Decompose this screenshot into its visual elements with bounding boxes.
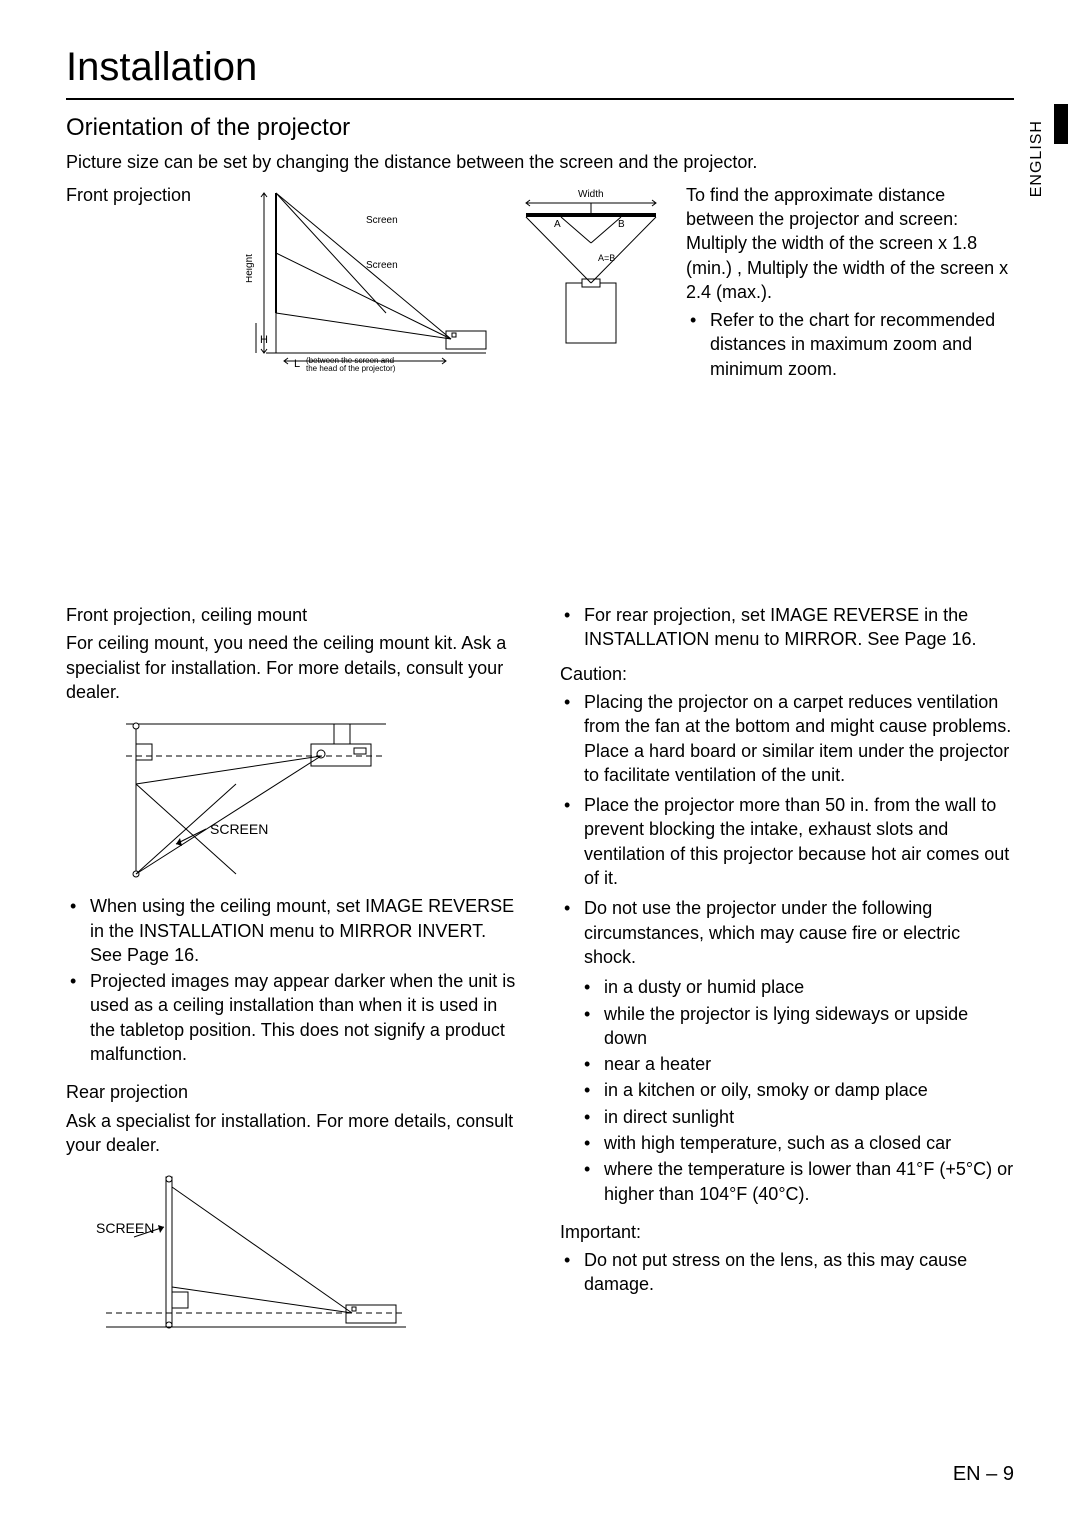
rear-screen-label: SCREEN <box>96 1220 154 1236</box>
sub-bullet-7: where the temperature is lower than 41°F… <box>580 1157 1014 1206</box>
ceiling-bullet-1: When using the ceiling mount, set IMAGE … <box>66 894 520 967</box>
caution-bullet-2: Place the projector more than 50 in. fro… <box>560 793 1014 890</box>
language-tab: ENGLISH <box>1026 120 1048 197</box>
caution-bullet-1: Placing the projector on a carpet reduce… <box>560 690 1014 787</box>
rear-reverse-bullet: For rear projection, set IMAGE REVERSE i… <box>560 603 1014 652</box>
b-label: B <box>618 219 625 230</box>
ceiling-bullet-2: Projected images may appear darker when … <box>66 969 520 1066</box>
rear-projection-title: Rear projection <box>66 1080 520 1104</box>
front-projection-label: Front projection <box>66 183 226 207</box>
ceiling-mount-title: Front projection, ceiling mount <box>66 603 520 627</box>
front-projection-diagram: Height Screen Screen H L (between the sc… <box>246 183 666 373</box>
distance-paragraph: To find the approximate distance between… <box>686 183 1014 304</box>
sub-bullet-6: with high temperature, such as a closed … <box>580 1131 1014 1155</box>
h-label: H <box>260 334 268 346</box>
ab-eq: A=B <box>598 253 615 263</box>
left-column: Front projection, ceiling mount For ceil… <box>66 603 520 1337</box>
section-title: Orientation of the projector <box>66 112 1014 144</box>
caution-bullet-3: Do not use the projector under the follo… <box>560 896 1014 969</box>
page-number: EN – 9 <box>953 1461 1014 1488</box>
screen-label-1: Screen <box>366 215 398 226</box>
height-label: Height <box>246 254 255 283</box>
ceiling-screen-label: SCREEN <box>210 821 268 837</box>
width-label: Width <box>578 189 604 200</box>
sub-bullet-1: in a dusty or humid place <box>580 975 1014 999</box>
sub-bullet-2: while the projector is lying sideways or… <box>580 1002 1014 1051</box>
sub-bullet-3: near a heater <box>580 1052 1014 1076</box>
page-title: Installation <box>66 40 1014 100</box>
distance-bullet: Refer to the chart for recommended dista… <box>686 308 1014 381</box>
important-label: Important: <box>560 1220 1014 1244</box>
rear-diagram: SCREEN <box>96 1167 416 1337</box>
sub-bullet-4: in a kitchen or oily, smoky or damp plac… <box>580 1078 1014 1102</box>
right-column: For rear projection, set IMAGE REVERSE i… <box>560 603 1014 1337</box>
ceiling-diagram: SCREEN <box>116 714 396 884</box>
distance-text: To find the approximate distance between… <box>686 183 1014 383</box>
a-label: A <box>554 219 561 230</box>
sub-bullet-5: in direct sunlight <box>580 1105 1014 1129</box>
rear-projection-text: Ask a specialist for installation. For m… <box>66 1109 520 1158</box>
caution-label: Caution: <box>560 662 1014 686</box>
l-caption-2: the head of the projector) <box>306 364 396 373</box>
intro-text: Picture size can be set by changing the … <box>66 150 1014 174</box>
language-bar <box>1054 104 1068 144</box>
l-label: L <box>294 358 300 370</box>
ceiling-mount-text: For ceiling mount, you need the ceiling … <box>66 631 520 704</box>
important-bullet: Do not put stress on the lens, as this m… <box>560 1248 1014 1297</box>
screen-label-2: Screen <box>366 260 398 271</box>
